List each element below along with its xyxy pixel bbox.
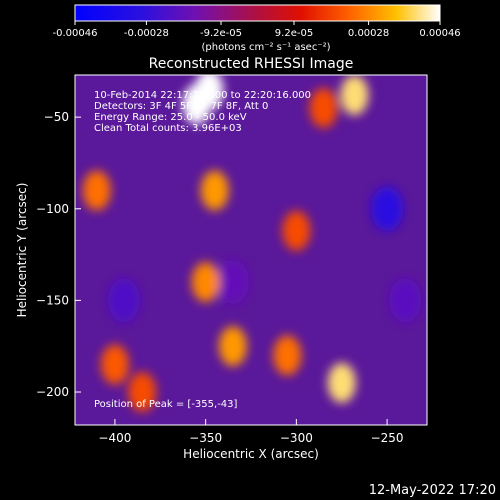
colorbar-tick-label: -0.00028: [124, 28, 169, 39]
colorbar-ticks: -0.00046 -0.00028 -9.2e-05 9.2e-05 0.00028 0.…: [53, 21, 461, 39]
annotation-line: Detectors: 3F 4F 5F 6F 7F 8F, Att 0: [94, 101, 268, 112]
colorbar-tick-label: -0.00046: [53, 28, 98, 39]
hot-region: [282, 210, 311, 251]
cold-region: [216, 260, 249, 305]
hot-region: [327, 362, 356, 403]
colorbar-unit-label: (photons cm⁻² s⁻¹ asec⁻²): [201, 42, 330, 53]
y-tick-label: −50: [44, 110, 69, 124]
x-axis-label: Heliocentric X (arcsec): [183, 447, 319, 461]
heatmap-background: [75, 75, 427, 425]
plot-frame: [74, 74, 428, 426]
x-axis: −400 −350 −300 −250: [98, 419, 404, 445]
chart-title: Reconstructed RHESSI Image: [149, 56, 354, 72]
colorbar-tick-label: 0.00028: [348, 28, 389, 39]
annotation-line: 10-Feb-2014 22:17:28.000 to 22:20:16.000: [94, 90, 311, 101]
y-tick-label: −100: [36, 202, 69, 216]
hot-region: [309, 87, 338, 128]
heatmap: [75, 75, 427, 425]
x-tick-label: −300: [280, 431, 313, 445]
y-tick-label: −200: [36, 385, 69, 399]
colorbar: [75, 5, 440, 21]
colorbar-frame: [74, 4, 441, 22]
hot-region: [273, 335, 302, 376]
y-axis: −50 −100 −150 −200: [36, 110, 81, 399]
heatmap-blobs: [82, 75, 422, 413]
cold-region: [389, 278, 422, 323]
cold-region: [371, 186, 404, 231]
annotation-line: Energy Range: 25.0 - 50.0 keV: [94, 112, 247, 123]
hot-region: [191, 262, 220, 303]
colorbar-tick-label: -9.2e-05: [200, 28, 242, 39]
peak-position-text: Position of Peak = [-355,-43]: [94, 399, 238, 410]
y-tick-label: −150: [36, 293, 69, 307]
hot-region: [100, 344, 129, 385]
annotation-block: 10-Feb-2014 22:17:28.000 to 22:20:16.000…: [94, 90, 311, 134]
annotation-line: Clean Total counts: 3.96E+03: [94, 123, 242, 134]
colorbar-tick-label: 9.2e-05: [275, 28, 313, 39]
hot-region: [200, 170, 229, 211]
cold-region: [107, 278, 140, 323]
x-tick-label: −350: [189, 431, 222, 445]
x-tick-label: −400: [98, 431, 131, 445]
x-tick-label: −250: [371, 431, 404, 445]
timestamp: 12-May-2022 17:20: [369, 483, 496, 498]
hot-region: [128, 372, 157, 413]
hot-region: [182, 84, 211, 125]
hot-region: [340, 75, 369, 116]
colorbar-tick-label: 0.00046: [419, 28, 460, 39]
hot-region: [82, 170, 111, 211]
y-axis-label: Heliocentric Y (arcsec): [15, 183, 29, 318]
hot-region: [218, 326, 247, 367]
